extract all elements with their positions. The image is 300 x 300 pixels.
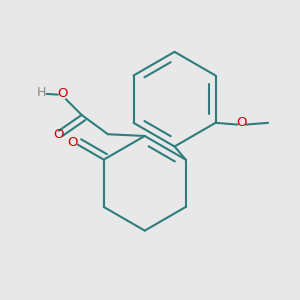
Text: O: O	[237, 116, 247, 129]
Text: O: O	[57, 87, 68, 101]
Text: O: O	[53, 128, 63, 141]
Text: H: H	[37, 86, 46, 99]
Text: O: O	[67, 136, 78, 148]
